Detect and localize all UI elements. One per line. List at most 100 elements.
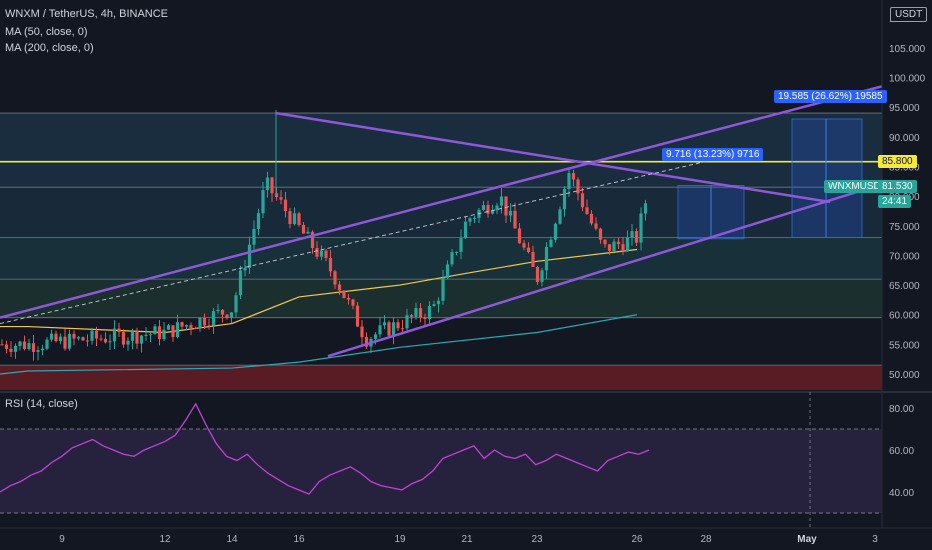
price-tick-label: 65.000 [889,281,920,292]
rsi-tick-label: 40.00 [889,488,914,499]
zone-green [0,237,882,280]
candle-body [400,328,405,330]
measure-label-1: 9.716 (13.23%) 9716 [662,148,764,161]
ma50-path [0,248,638,334]
candle-body [328,258,333,272]
candle-body [414,308,418,317]
candle-body [229,312,234,318]
descending-trendline [275,111,831,204]
date-tick-label: 23 [531,534,543,545]
candle-body [450,252,454,265]
candle-body [220,309,225,315]
candle-body [184,325,189,327]
candle-body [625,237,630,252]
candle-body [481,205,486,210]
candle-body [391,322,396,336]
candle-body [472,217,477,219]
candle-body [378,325,382,335]
price-tick-label: 70.000 [889,251,920,262]
candle-body [180,322,184,327]
candle-body [283,199,288,212]
candle-body [342,290,346,298]
candle-body [81,337,85,341]
candle-body [121,332,126,345]
trend-channels[interactable] [0,85,883,358]
channel-lower [327,183,883,358]
candle-body [355,305,360,327]
candle-body [571,173,576,180]
measure-box-2 [791,118,863,239]
date-tick-label: 21 [461,534,473,545]
candle-body [189,325,193,329]
price-tick-label: 75.000 [889,222,920,233]
candle-body [175,322,180,338]
candle-body [49,333,54,340]
price-tick-label: 95.000 [889,103,920,114]
candle-body [603,239,607,245]
rsi-legend: RSI (14, close) [5,398,78,410]
date-tick-label: 3 [872,534,878,545]
candle-body [58,336,63,342]
ma200-path [0,314,638,375]
zone-olive [0,279,882,318]
measurement-boxes[interactable] [677,118,863,240]
candle-body [526,247,531,253]
date-tick-label: 28 [700,534,712,545]
candlestick-series[interactable] [0,110,648,361]
candle-body [337,284,342,291]
candle-body [594,223,598,229]
rsi-line [0,402,650,495]
candle-body [441,278,445,301]
candle-body [310,231,315,248]
candle-body [598,228,603,240]
candle-body [130,331,135,341]
candle-body [544,246,549,271]
candle-body [31,343,36,352]
date-tick-label: 14 [226,534,238,545]
price-tag-value: 81.530 [878,180,917,193]
rsi-tick-label: 60.00 [889,446,914,457]
candle-body [72,333,76,339]
candle-body [531,252,535,267]
candle-body [499,196,504,206]
candle-body [144,334,148,336]
candle-body [126,340,130,345]
candle-body [549,239,553,247]
candle-body [459,238,463,252]
candle-body [382,322,387,326]
candle-body [211,311,216,326]
candle-body [94,330,99,339]
rsi-panel[interactable] [0,402,882,514]
candle-body [256,213,261,229]
candle-body [22,341,27,350]
candle-body [373,334,378,339]
candle-body [216,309,220,312]
candle-body [0,344,4,346]
candle-body [495,205,499,211]
candle-body [387,322,391,336]
ma200-line [0,314,638,375]
candle-body [148,334,153,336]
candle-body [522,243,526,248]
candle-body [607,244,612,252]
candle-body [198,317,202,329]
candle-body [207,325,211,327]
candle-body [463,221,468,239]
price-tick-label: 100.000 [889,74,926,85]
ma200-legend: MA (200, close, 0) [5,42,94,54]
candle-body [616,241,621,245]
candle-body [36,350,40,352]
date-tick-label: May [797,534,817,545]
candle-body [252,228,256,245]
currency-badge[interactable]: USDT [890,7,928,22]
candle-body [261,190,265,214]
candle-body [234,295,238,313]
ma50-legend: MA (50, close, 0) [5,26,88,38]
candle-body [270,177,274,194]
candle-body [445,264,450,279]
rsi-tick-label: 80.00 [889,404,914,415]
candle-body [643,203,648,214]
rsi-band-fill [0,429,882,513]
dashed-midline [0,160,711,325]
